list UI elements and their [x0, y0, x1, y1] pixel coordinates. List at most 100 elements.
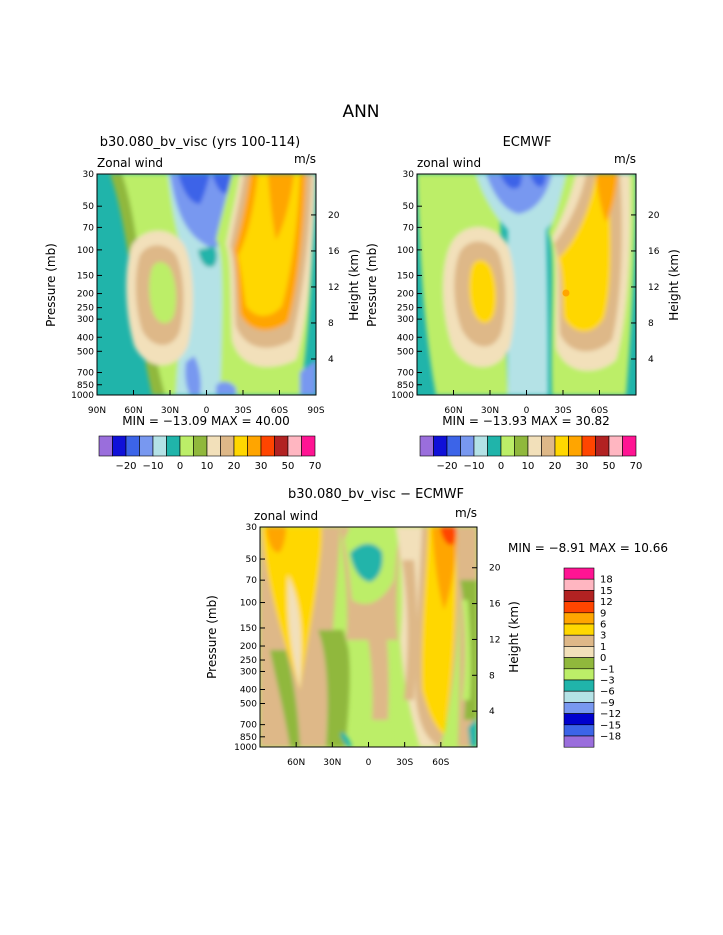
colorbar-swatch: [563, 612, 595, 625]
pressure-tick-label: 500: [240, 700, 257, 710]
pressure-tick-label: 700: [77, 369, 94, 379]
pressure-tick-label: 400: [77, 333, 94, 343]
colorbar-swatch: [98, 435, 113, 457]
height-tick-label: 8: [489, 671, 495, 681]
pressure-tick-label: 1000: [234, 743, 257, 753]
lat-tick-label: 30N: [323, 758, 341, 768]
pressure-tick-label: 400: [397, 333, 414, 343]
colorbar-label: −20: [436, 461, 457, 472]
panel-obs-title: ECMWF: [503, 135, 552, 150]
colorbar-swatch: [446, 435, 461, 457]
height-tick-label: 12: [648, 283, 659, 293]
colorbar-swatch: [554, 435, 569, 457]
colorbar-swatch: [563, 646, 595, 658]
colorbar-label: −6: [600, 687, 615, 698]
pressure-tick-label: 200: [77, 290, 94, 300]
colorbar-swatch: [460, 435, 475, 457]
pressure-tick-label: 700: [240, 721, 257, 731]
colorbar-label: −18: [600, 732, 621, 743]
colorbar-swatch: [500, 435, 515, 457]
colorbar-swatch: [595, 435, 610, 457]
height-tick-label: 4: [328, 355, 334, 365]
colorbar-label: −1: [600, 664, 615, 675]
pressure-tick-label: 100: [240, 599, 257, 609]
panel-diff-ylabel: Pressure (mb): [205, 595, 219, 679]
pressure-tick-label: 300: [240, 667, 257, 677]
lat-tick-label: 30S: [554, 406, 571, 416]
panel-obs-lat-ticks: 60N 30N 0 30S 60S: [444, 390, 608, 416]
pressure-tick-label: 1000: [391, 391, 414, 401]
colorbar-swatch: [563, 668, 595, 681]
colorbar-swatch: [433, 435, 448, 457]
colorbar-swatch: [563, 679, 595, 692]
panel-model-colorbar: −20 −10 0 10 20 30 50 70: [98, 435, 322, 472]
colorbar-swatch: [563, 590, 595, 602]
panel-diff: b30.080_bv_visc − ECMWF zonal wind m/s: [205, 487, 668, 768]
colorbar-label: 70: [309, 461, 322, 472]
lat-tick-label: 60S: [432, 758, 449, 768]
pressure-tick-label: 50: [83, 202, 95, 212]
height-tick-label: 8: [648, 319, 654, 329]
pressure-tick-label: 300: [77, 315, 94, 325]
colorbar-label: 50: [282, 461, 295, 472]
panel-diff-stats: MIN = −8.91 MAX = 10.66: [508, 541, 668, 555]
pressure-tick-label: 100: [397, 246, 414, 256]
panel-diff-units: m/s: [455, 506, 477, 520]
panel-obs: ECMWF zonal wind m/s Press: [365, 135, 681, 472]
colorbar-swatch: [193, 435, 208, 457]
lat-tick-label: 0: [366, 758, 372, 768]
colorbar-swatch: [563, 713, 595, 726]
colorbar-swatch: [527, 435, 542, 457]
colorbar-swatch: [563, 690, 595, 703]
colorbar-swatch: [563, 724, 595, 737]
colorbar-swatch: [152, 435, 167, 457]
pressure-tick-label: 100: [77, 246, 94, 256]
colorbar-label: 20: [549, 461, 562, 472]
panel-model-title: b30.080_bv_visc (yrs 100-114): [100, 135, 300, 150]
pressure-tick-label: 200: [397, 290, 414, 300]
colorbar-swatch: [541, 435, 556, 457]
lat-tick-label: 0: [204, 406, 210, 416]
colorbar-label: 12: [600, 597, 613, 608]
lat-tick-label: 30S: [234, 406, 251, 416]
panel-diff-contours: [260, 527, 477, 747]
panel-model-field-label: Zonal wind: [97, 156, 163, 170]
colorbar-swatch: [608, 435, 623, 457]
colorbar-label: −15: [600, 720, 621, 731]
colorbar-swatch: [247, 435, 262, 457]
pressure-tick-label: 30: [246, 523, 258, 533]
pressure-tick-label: 50: [246, 555, 258, 565]
colorbar-swatch: [487, 435, 502, 457]
colorbar-swatch: [622, 435, 637, 457]
height-tick-label: 8: [328, 319, 334, 329]
pressure-tick-label: 150: [397, 271, 414, 281]
colorbar-label: 9: [600, 608, 606, 619]
colorbar-label: 6: [600, 620, 606, 631]
lat-tick-label: 60S: [271, 406, 288, 416]
panel-obs-stats: MIN = −13.93 MAX = 30.82: [442, 414, 610, 428]
pressure-tick-label: 400: [240, 686, 257, 696]
colorbar-label: 20: [228, 461, 241, 472]
colorbar-swatch: [125, 435, 140, 457]
colorbar-swatch: [563, 657, 595, 670]
panel-obs-ylabel-right: Height (km): [667, 249, 681, 320]
colorbar-label: 50: [603, 461, 616, 472]
panel-obs-height-ticks: 20 16 12 8 4: [631, 211, 660, 365]
colorbar-swatch: [287, 435, 302, 457]
pressure-tick-label: 250: [397, 304, 414, 314]
lat-tick-label: 0: [524, 406, 530, 416]
pressure-tick-label: 850: [240, 733, 257, 743]
panel-model-stats: MIN = −13.09 MAX = 40.00: [122, 414, 290, 428]
panel-model-units: m/s: [294, 152, 316, 166]
panel-model-height-ticks: 20 16 12 8 4: [311, 211, 340, 365]
colorbar-swatch: [563, 567, 595, 580]
panel-diff-height-ticks: 20 16 12 8 4: [472, 564, 501, 717]
panel-diff-title: b30.080_bv_visc − ECMWF: [288, 487, 464, 502]
panel-diff-field-label: zonal wind: [254, 509, 318, 523]
lat-tick-label: 30N: [481, 406, 499, 416]
colorbar-swatch: [581, 435, 596, 457]
colorbar-label: 0: [600, 653, 606, 664]
